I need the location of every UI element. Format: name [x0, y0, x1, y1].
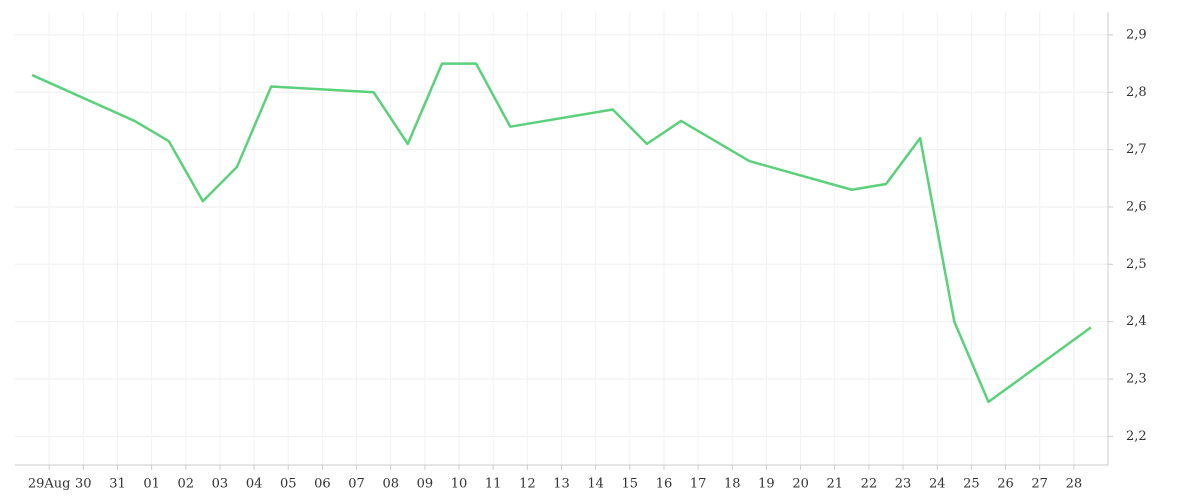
x-tick-label: 23: [895, 477, 912, 492]
x-tick-label: 16: [656, 477, 673, 492]
x-tick-label: 04: [246, 477, 263, 492]
x-tick-label: 09: [417, 477, 434, 492]
x-tick-label: 30: [75, 477, 92, 492]
x-tick-label: 19: [758, 477, 775, 492]
x-tick-label: 27: [1031, 477, 1048, 492]
x-tick-label: 13: [553, 477, 570, 492]
x-tick-label: 01: [143, 477, 160, 492]
x-tick-label: 02: [178, 477, 195, 492]
x-tick-label: 14: [587, 477, 604, 492]
x-tick-label: 03: [212, 477, 229, 492]
x-tick-label: 29Aug: [28, 477, 71, 492]
y-tick-label: 2,8: [1126, 85, 1147, 100]
x-tick-label: 31: [109, 477, 126, 492]
x-tick-label: 26: [997, 477, 1014, 492]
x-tick-label: 10: [451, 477, 468, 492]
x-tick-label: 11: [485, 477, 502, 492]
y-tick-label: 2,7: [1126, 142, 1147, 157]
x-tick-label: 07: [348, 477, 365, 492]
y-tick-label: 2,6: [1126, 199, 1147, 214]
y-tick-label: 2,3: [1126, 371, 1147, 386]
x-tick-label: 20: [792, 477, 809, 492]
x-tick-label: 25: [963, 477, 980, 492]
y-tick-label: 2,5: [1126, 257, 1147, 272]
x-tick-label: 12: [519, 477, 536, 492]
x-tick-label: 17: [690, 477, 707, 492]
x-tick-label: 18: [724, 477, 741, 492]
x-tick-label: 08: [382, 477, 399, 492]
line: [31, 62, 1092, 404]
x-tick-label: 06: [314, 477, 331, 492]
x-tick-label: 24: [929, 477, 946, 492]
x-tick-label: 21: [826, 477, 843, 492]
y-tick-label: 2,4: [1126, 314, 1147, 329]
x-tick-label: 15: [622, 477, 639, 492]
x-tick-label: 22: [861, 477, 878, 492]
y-tick-label: 2,9: [1126, 27, 1147, 42]
x-tick-label: 05: [280, 477, 297, 492]
y-tick-label: 2,2: [1126, 429, 1147, 444]
x-tick-label: 28: [1066, 477, 1083, 492]
